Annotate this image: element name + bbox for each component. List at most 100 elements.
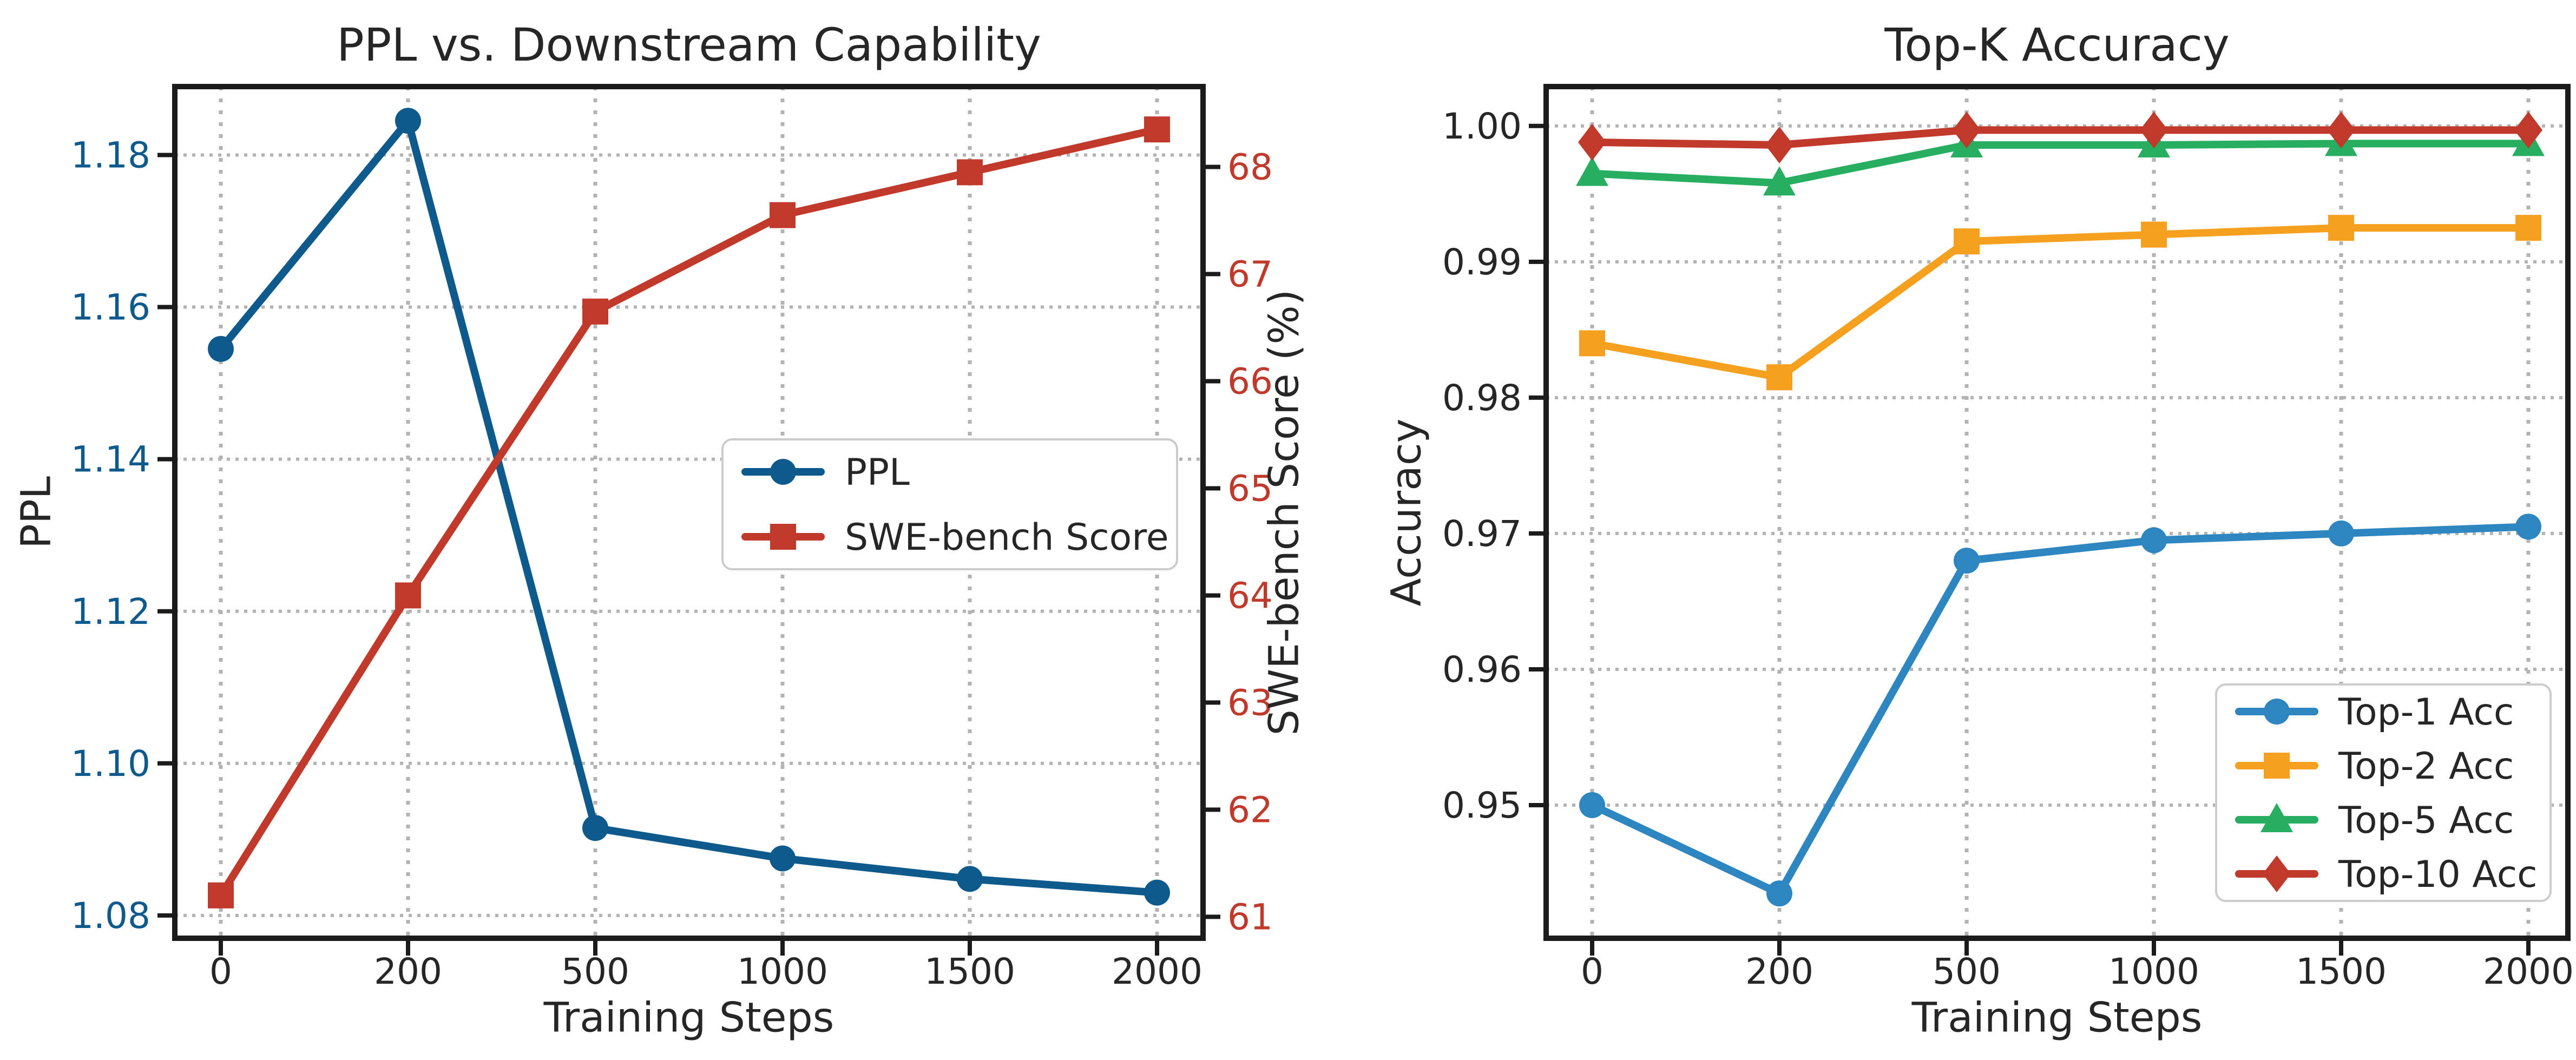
series-top-2-acc [1579,215,2541,391]
y-tick-label: 0.99 [1442,241,1522,283]
ppl-vs-downstream-chart: 0 200 500 1000 1500 2000 1.08 1.10 1.12 1.14 1.16 1… [12,18,1308,1042]
legend: PPL SWE-bench Score [721,438,1178,570]
legend-circle-icon [770,459,796,485]
chart-title: PPL vs. Downstream Capability [337,18,1041,71]
legend-label: PPL [845,451,910,494]
y-tick-label: 1.18 [71,135,150,176]
data-point-square-icon [2515,215,2541,241]
legend-box [721,438,1178,570]
data-point-circle-icon [2141,527,2167,554]
data-point-diamond-icon [2140,111,2168,149]
data-point-diamond-icon [2327,111,2355,149]
series-line [217,126,1161,899]
x-tick-label: 1000 [737,951,828,992]
data-point-circle-icon [1144,879,1170,906]
ticks: 0 200 500 1000 1500 2000 1.08 1.10 1.12 1.14 1.16 1… [71,135,1273,993]
x-tick-label: 0 [1581,951,1604,992]
data-point-square-icon [1766,364,1792,391]
x-tick-label: 200 [374,951,442,992]
right-y-tick-label: 64 [1227,575,1273,617]
data-point-diamond-icon [1765,126,1793,163]
data-point-diamond-icon [2514,111,2542,149]
legend-triangle-icon [2260,803,2293,832]
grid [175,87,1203,938]
data-point-diamond-icon [1578,123,1606,161]
x-tick-label: 1000 [2108,951,2199,992]
series-top-10-acc [1578,111,2542,163]
legend-label: SWE-bench Score [845,516,1169,559]
right-y-tick-label: 61 [1227,897,1273,938]
legend: Top-1 Acc Top-2 Acc Top-5 Acc Top-10 Acc [2215,683,2552,902]
legend-square-icon [770,524,796,550]
data-point-square-icon [1954,228,1980,255]
x-axis-label: Training Steps [1911,993,2203,1042]
data-point-circle-icon [2328,520,2354,547]
ticks: 0 200 500 1000 1500 2000 0.95 0.96 0.97 0.98 0.99 1… [1442,106,2574,992]
x-tick-label: 1500 [924,951,1015,992]
data-point-diamond-icon [1953,111,1981,149]
series-top-1-acc [1579,513,2541,907]
axes-spines [1543,84,2571,941]
right-y-tick-label: 67 [1227,254,1273,295]
x-axis-label: Training Steps [543,993,834,1042]
series-line [217,117,1161,897]
series-top-5-acc [1576,127,2545,196]
data-point-circle-icon [957,866,983,892]
right-y-tick-label: 68 [1227,147,1273,188]
series-line [1588,140,2532,187]
data-point-circle-icon [1766,880,1792,907]
y-axis-label: Accuracy [1382,419,1430,607]
y-tick-label: 0.96 [1442,649,1522,690]
x-tick-label: 500 [561,951,629,992]
data-point-square-icon [395,582,421,609]
legend-box [2215,683,2552,902]
data-point-circle-icon [1954,548,1980,574]
y-tick-label: 1.14 [71,439,150,480]
chart-title: Top-K Accuracy [1884,18,2229,71]
x-tick-label: 2000 [1112,951,1202,992]
data-point-square-icon [208,882,234,908]
right-y-tick-label: 65 [1227,468,1273,510]
data-point-triangle-icon [1763,166,1796,196]
y-axis-label: PPL [12,476,60,549]
legend-circle-icon [2264,699,2290,725]
x-tick-label: 1500 [2296,951,2387,992]
y-tick-label: 0.98 [1442,377,1522,419]
data-point-circle-icon [770,845,796,872]
series-line [1588,224,2532,381]
legend-label: Top-10 Acc [2338,853,2538,896]
topk-accuracy-chart: 0 200 500 1000 1500 2000 0.95 0.96 0.97 0.98 0.99 1… [1382,18,2574,1042]
y-tick-label: 1.16 [71,287,150,328]
data-point-square-icon [582,298,608,325]
data-point-square-icon [770,202,796,228]
x-tick-label: 0 [209,951,232,992]
legend-label: Top-5 Acc [2338,799,2514,842]
y-tick-label: 0.95 [1442,785,1522,826]
data-point-square-icon [957,159,983,186]
data-point-square-icon [2141,221,2167,248]
right-y-tick-label: 66 [1227,361,1273,403]
data-point-triangle-icon [1576,156,1608,186]
data-point-circle-icon [2515,513,2541,540]
data-point-circle-icon [395,108,421,134]
data-point-square-icon [1144,116,1170,143]
x-tick-label: 200 [1745,951,1813,992]
series-ppl [208,108,1170,906]
right-y-axis-label: SWE-bench Score (%) [1260,289,1308,736]
legend-square-icon [2264,753,2290,779]
y-tick-label: 1.10 [71,743,150,785]
axes-spines [172,84,1206,941]
data-point-square-icon [1579,330,1605,357]
legend-label: Top-2 Acc [2338,745,2514,788]
series-line [1588,523,2532,898]
right-y-tick-label: 62 [1227,789,1273,831]
right-y-tick-label: 63 [1227,682,1273,724]
legend-diamond-icon [2263,855,2291,892]
y-tick-label: 0.97 [1442,513,1522,555]
data-point-circle-icon [582,815,608,841]
data-point-circle-icon [208,335,234,362]
data-point-square-icon [2328,215,2354,241]
legend-label: Top-1 Acc [2338,691,2514,734]
